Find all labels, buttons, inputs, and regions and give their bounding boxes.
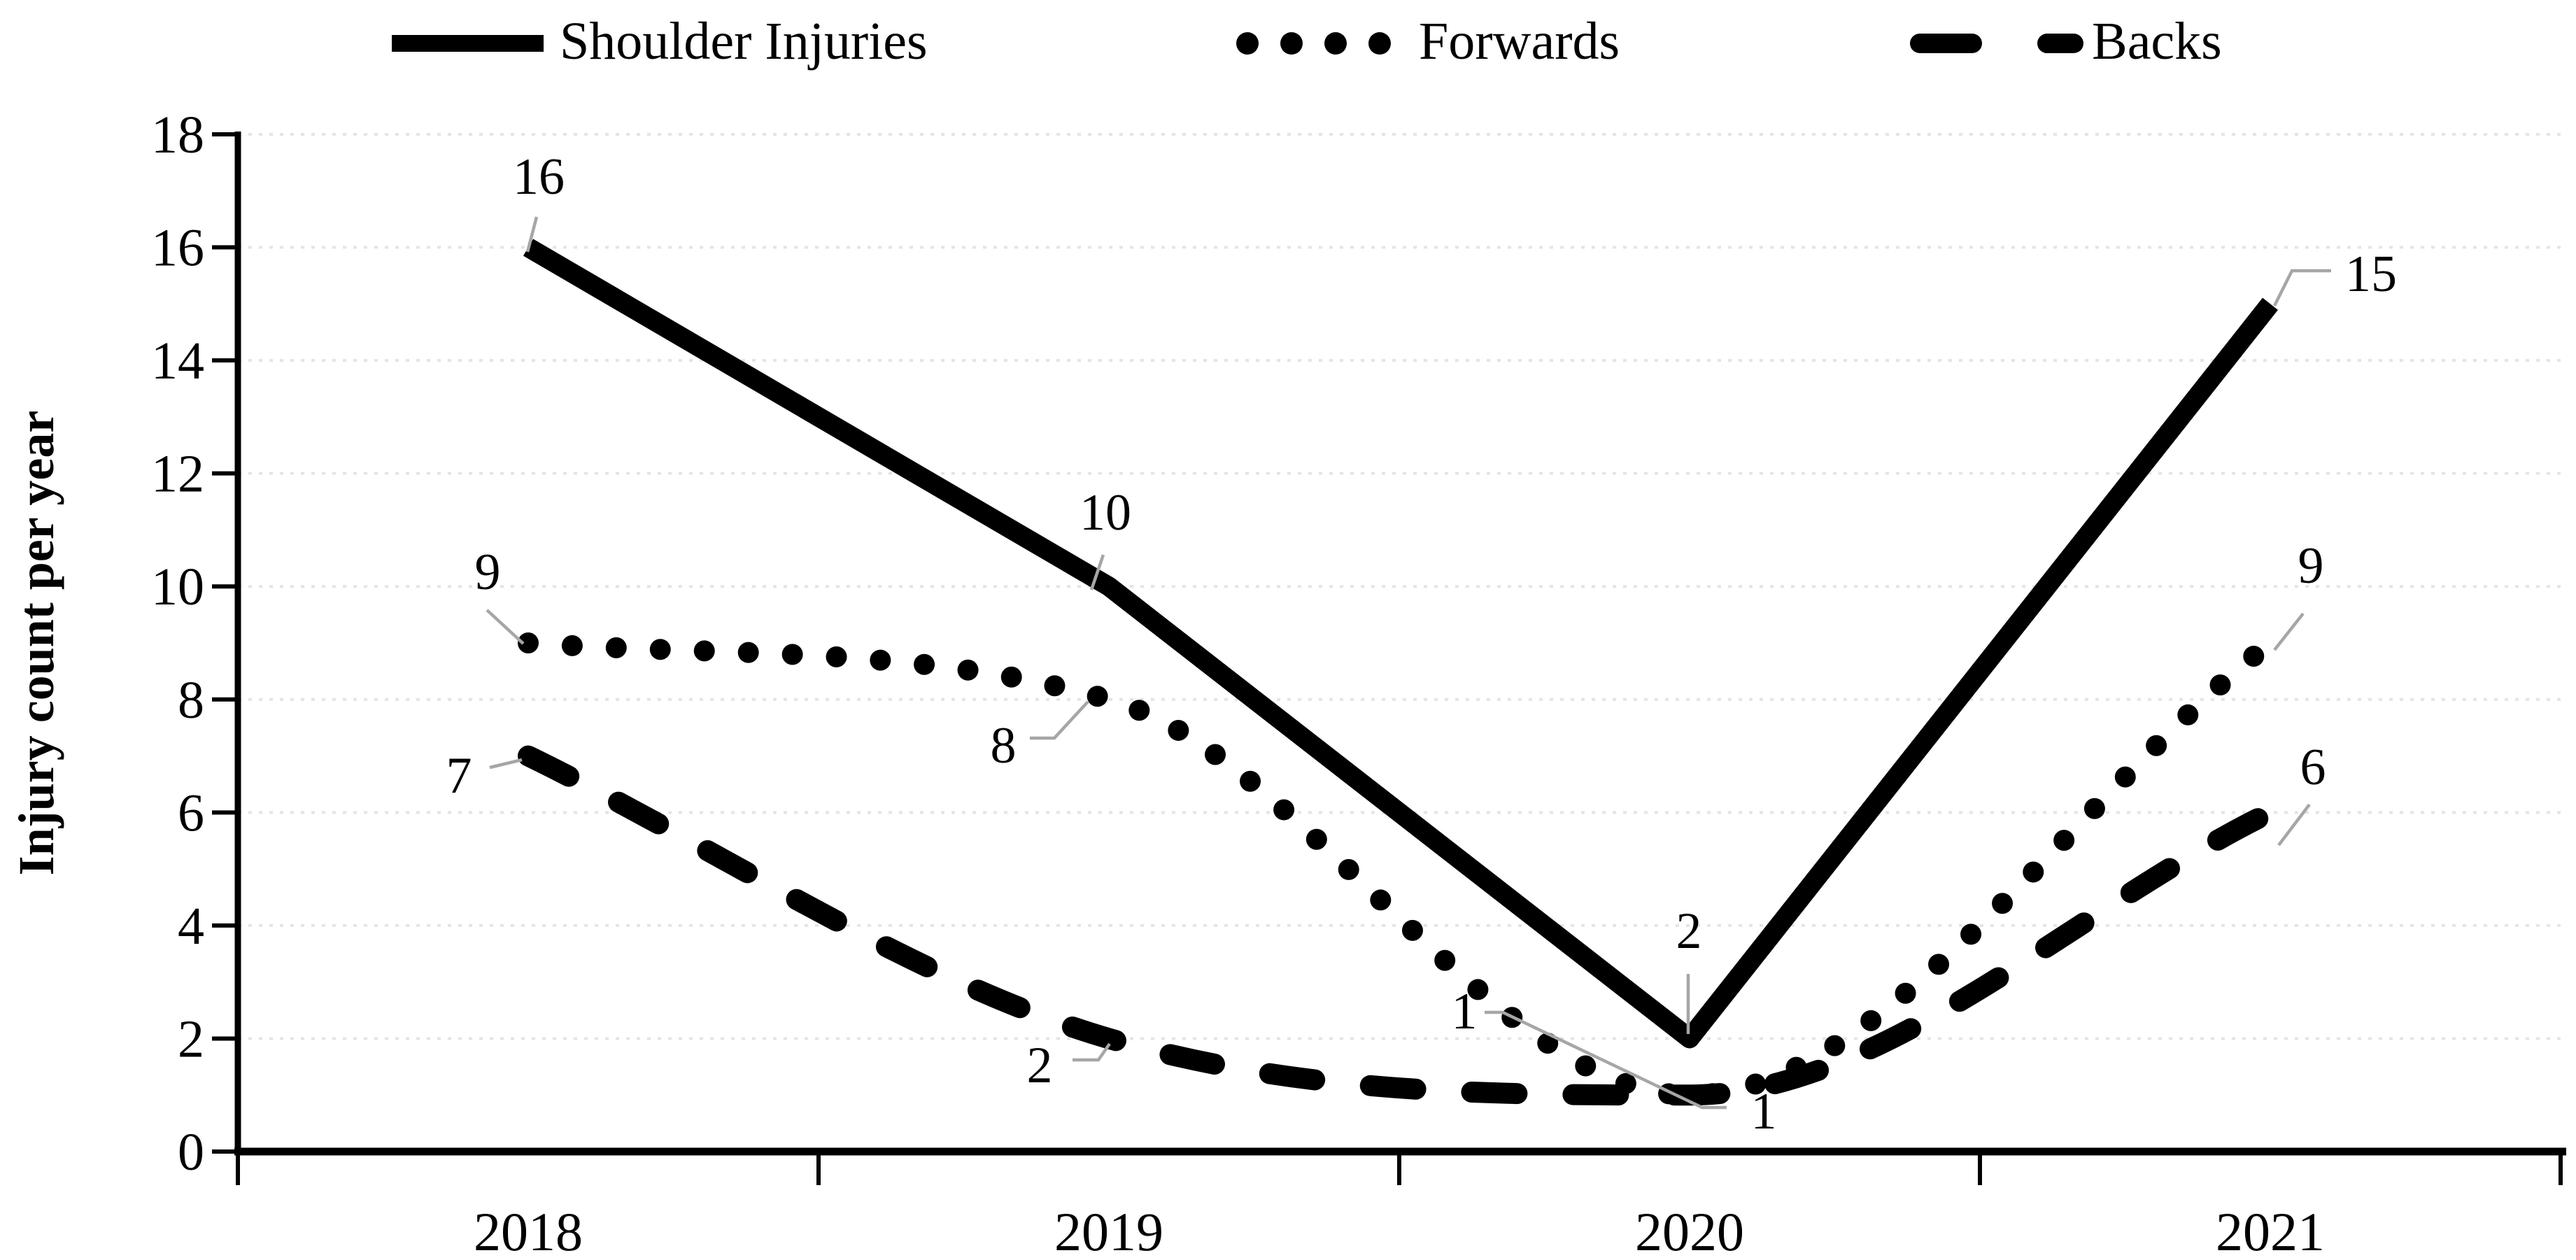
data-label: 9 bbox=[475, 544, 501, 601]
data-label: 8 bbox=[991, 717, 1017, 774]
data-label-leader-line bbox=[2277, 803, 2311, 847]
data-label: 16 bbox=[513, 148, 565, 206]
y-tick-label: 2 bbox=[178, 1010, 204, 1068]
data-label-leader-line bbox=[2273, 612, 2305, 651]
y-tick-label: 0 bbox=[178, 1123, 204, 1182]
legend-label-backs: Backs bbox=[2092, 12, 2222, 71]
data-label-leader-line bbox=[1485, 1010, 1727, 1110]
y-tick-label: 12 bbox=[151, 445, 204, 504]
legend: Shoulder Injuries Forwards Backs bbox=[392, 12, 2222, 71]
data-label: 6 bbox=[2300, 739, 2326, 796]
data-label: 9 bbox=[2298, 537, 2324, 595]
data-label-leader-line bbox=[1073, 1042, 1111, 1062]
data-label: 7 bbox=[446, 747, 472, 805]
data-label-leader-line bbox=[489, 758, 523, 770]
data-label: 1 bbox=[1452, 983, 1478, 1040]
data-label-leader-line bbox=[2272, 269, 2331, 307]
data-label: 10 bbox=[1080, 484, 1131, 541]
y-tick-label: 14 bbox=[151, 332, 204, 390]
data-label: 15 bbox=[2345, 246, 2397, 303]
data-label-leader-line bbox=[525, 216, 539, 253]
data-label: 1 bbox=[1751, 1083, 1777, 1140]
y-tick-label: 16 bbox=[151, 219, 204, 278]
series-line-backs bbox=[518, 745, 2281, 1106]
data-label: 2 bbox=[1027, 1037, 1053, 1094]
legend-label-shoulder-injuries: Shoulder Injuries bbox=[560, 12, 928, 71]
y-tick-label: 8 bbox=[178, 671, 204, 730]
legend-label-forwards: Forwards bbox=[1419, 12, 1620, 71]
data-label: 2 bbox=[1676, 902, 1702, 960]
data-label-leader-line bbox=[486, 609, 525, 645]
data-label-leader-line bbox=[1030, 700, 1089, 740]
legend-dotted-line-icon bbox=[1236, 32, 1391, 55]
x-tick-label: 2019 bbox=[1054, 1201, 1163, 1260]
x-tick-label: 2021 bbox=[2216, 1201, 2325, 1260]
y-tick-label: 10 bbox=[151, 558, 204, 616]
series-line-forwards bbox=[518, 632, 2281, 1106]
y-tick-label: 4 bbox=[178, 897, 204, 956]
series-line-shoulder-injuries bbox=[523, 239, 2278, 1049]
x-tick-label: 2020 bbox=[1635, 1201, 1744, 1260]
y-tick-label: 6 bbox=[178, 784, 204, 842]
x-tick-label: 2018 bbox=[474, 1201, 583, 1260]
y-tick-label: 18 bbox=[151, 106, 204, 164]
y-axis-title: Injury count per year bbox=[8, 411, 64, 876]
data-label-leader-line bbox=[1089, 554, 1105, 590]
